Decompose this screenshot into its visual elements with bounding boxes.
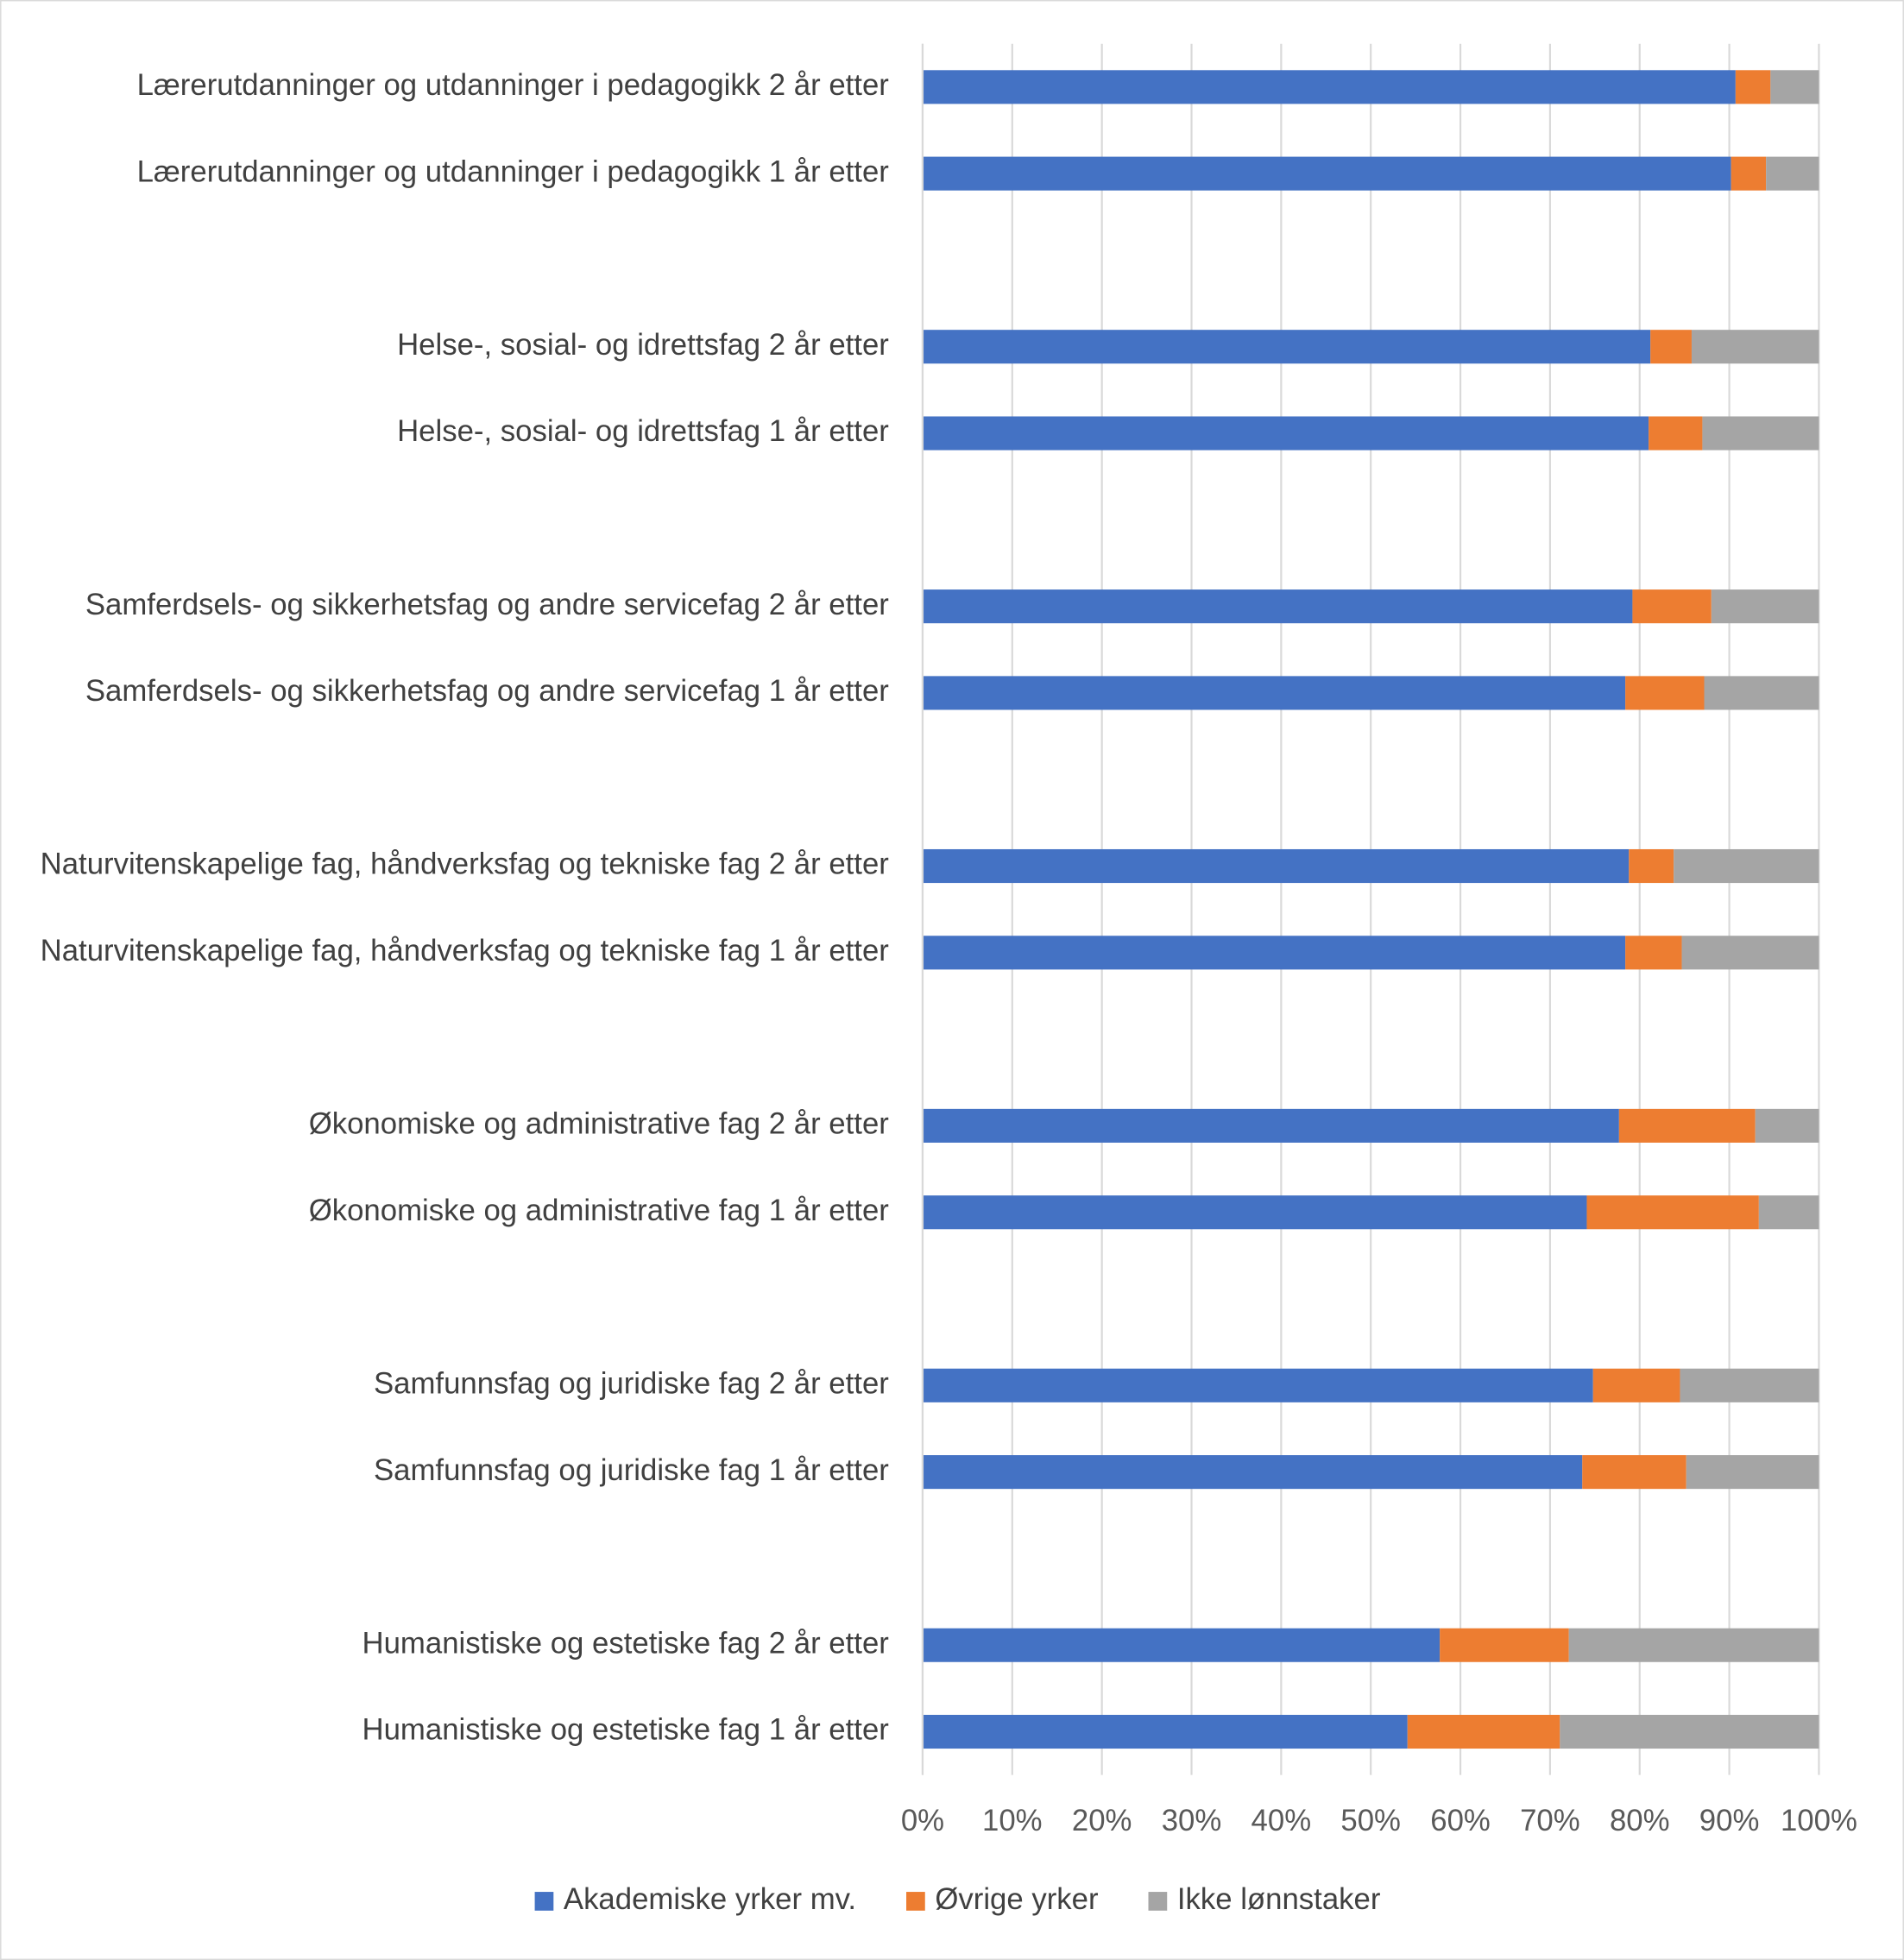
bar-segment <box>922 156 1731 191</box>
bar-segment <box>1766 156 1819 191</box>
legend-label: Ikke lønnstaker <box>1177 1883 1381 1916</box>
bar-segment <box>922 1108 1619 1143</box>
x-tick-label: 30% <box>1162 1805 1222 1837</box>
x-tick-label: 10% <box>982 1805 1043 1837</box>
x-tick-label: 80% <box>1610 1805 1670 1837</box>
legend-label: Øvrige yrker <box>935 1883 1098 1916</box>
legend-label: Akademiske yrker mv. <box>564 1883 856 1916</box>
y-tick-label: Helse-, sosial- og idrettsfag 1 år etter <box>397 415 889 448</box>
y-tick-label: Lærerutdanninger og utdanninger i pedago… <box>137 155 889 188</box>
x-tick-label: 60% <box>1430 1805 1491 1837</box>
y-tick-label: Økonomiske og administrative fag 2 år et… <box>309 1108 889 1141</box>
bar-segment <box>1758 1195 1819 1230</box>
bar-segment <box>922 848 1630 884</box>
x-tick-label: 40% <box>1251 1805 1312 1837</box>
bar-segment <box>1592 1368 1680 1402</box>
y-tick-label: Helse-, sosial- og idrettsfag 2 år etter <box>397 329 889 362</box>
bar-segment <box>1680 1368 1819 1402</box>
legend-swatch <box>906 1892 925 1911</box>
y-tick-label: Samferdsels- og sikkerhetsfag og andre s… <box>85 589 889 621</box>
y-tick-label: Lærerutdanninger og utdanninger i pedago… <box>137 69 889 102</box>
y-tick-label: Samferdsels- og sikkerhetsfag og andre s… <box>85 675 889 708</box>
bar-segment <box>1702 416 1819 451</box>
bar-segment <box>1568 1628 1819 1662</box>
bar-segment <box>1618 1108 1756 1143</box>
bar-segment <box>922 1368 1593 1402</box>
bar-segment <box>1711 589 1819 624</box>
bar-segment <box>1770 70 1819 104</box>
bar-segment <box>922 676 1626 710</box>
bar-segment <box>922 589 1633 624</box>
bar-segment <box>922 1714 1408 1749</box>
bar-segment <box>1755 1108 1819 1143</box>
bar-segment <box>1735 70 1771 104</box>
x-tick-label: 50% <box>1340 1805 1401 1837</box>
bar-segment <box>1691 330 1819 364</box>
bar-segment <box>1681 936 1819 970</box>
bar-segment <box>922 936 1626 970</box>
bar-segment <box>922 70 1736 104</box>
x-tick-label: 0% <box>901 1805 944 1837</box>
bar-segment <box>1440 1628 1569 1662</box>
y-tick-label: Humanistiske og estetiske fag 1 år etter <box>362 1714 888 1747</box>
bar-segment <box>1649 416 1703 451</box>
bar-segment <box>1686 1455 1819 1490</box>
x-tick-label: 90% <box>1699 1805 1760 1837</box>
bar-segment <box>922 330 1651 364</box>
x-tick-label: 70% <box>1520 1805 1580 1837</box>
bar-segment <box>1632 589 1712 624</box>
bar-segment <box>1582 1455 1686 1490</box>
legend-swatch <box>1148 1892 1168 1911</box>
bar-segment <box>1407 1714 1560 1749</box>
bar-segment <box>1704 676 1819 710</box>
bar-segment <box>1586 1195 1759 1230</box>
bar-segment <box>922 1455 1583 1490</box>
bar-segment <box>922 1628 1441 1662</box>
y-tick-label: Humanistiske og estetiske fag 2 år etter <box>362 1627 888 1660</box>
y-tick-label: Samfunnsfag og juridiske fag 1 år etter <box>374 1454 889 1487</box>
y-tick-label: Samfunnsfag og juridiske fag 2 år etter <box>374 1367 889 1400</box>
y-tick-label: Økonomiske og administrative fag 1 år et… <box>309 1194 889 1227</box>
bar-segment <box>1629 848 1674 884</box>
bar-segment <box>1625 676 1705 710</box>
y-tick-label: Naturvitenskapelige fag, håndverksfag og… <box>41 848 889 881</box>
bar-segment <box>1650 330 1692 364</box>
bar-segment <box>1560 1714 1819 1749</box>
bar-segment <box>1674 848 1819 884</box>
bar-segment <box>1625 936 1682 970</box>
y-tick-label: Naturvitenskapelige fag, håndverksfag og… <box>41 935 889 967</box>
x-tick-label: 20% <box>1072 1805 1132 1837</box>
bar-segment <box>1731 156 1767 191</box>
bar-segment <box>922 1195 1587 1230</box>
x-tick-label: 100% <box>1781 1805 1857 1837</box>
bar-segment <box>922 416 1649 451</box>
legend-swatch <box>534 1892 554 1911</box>
